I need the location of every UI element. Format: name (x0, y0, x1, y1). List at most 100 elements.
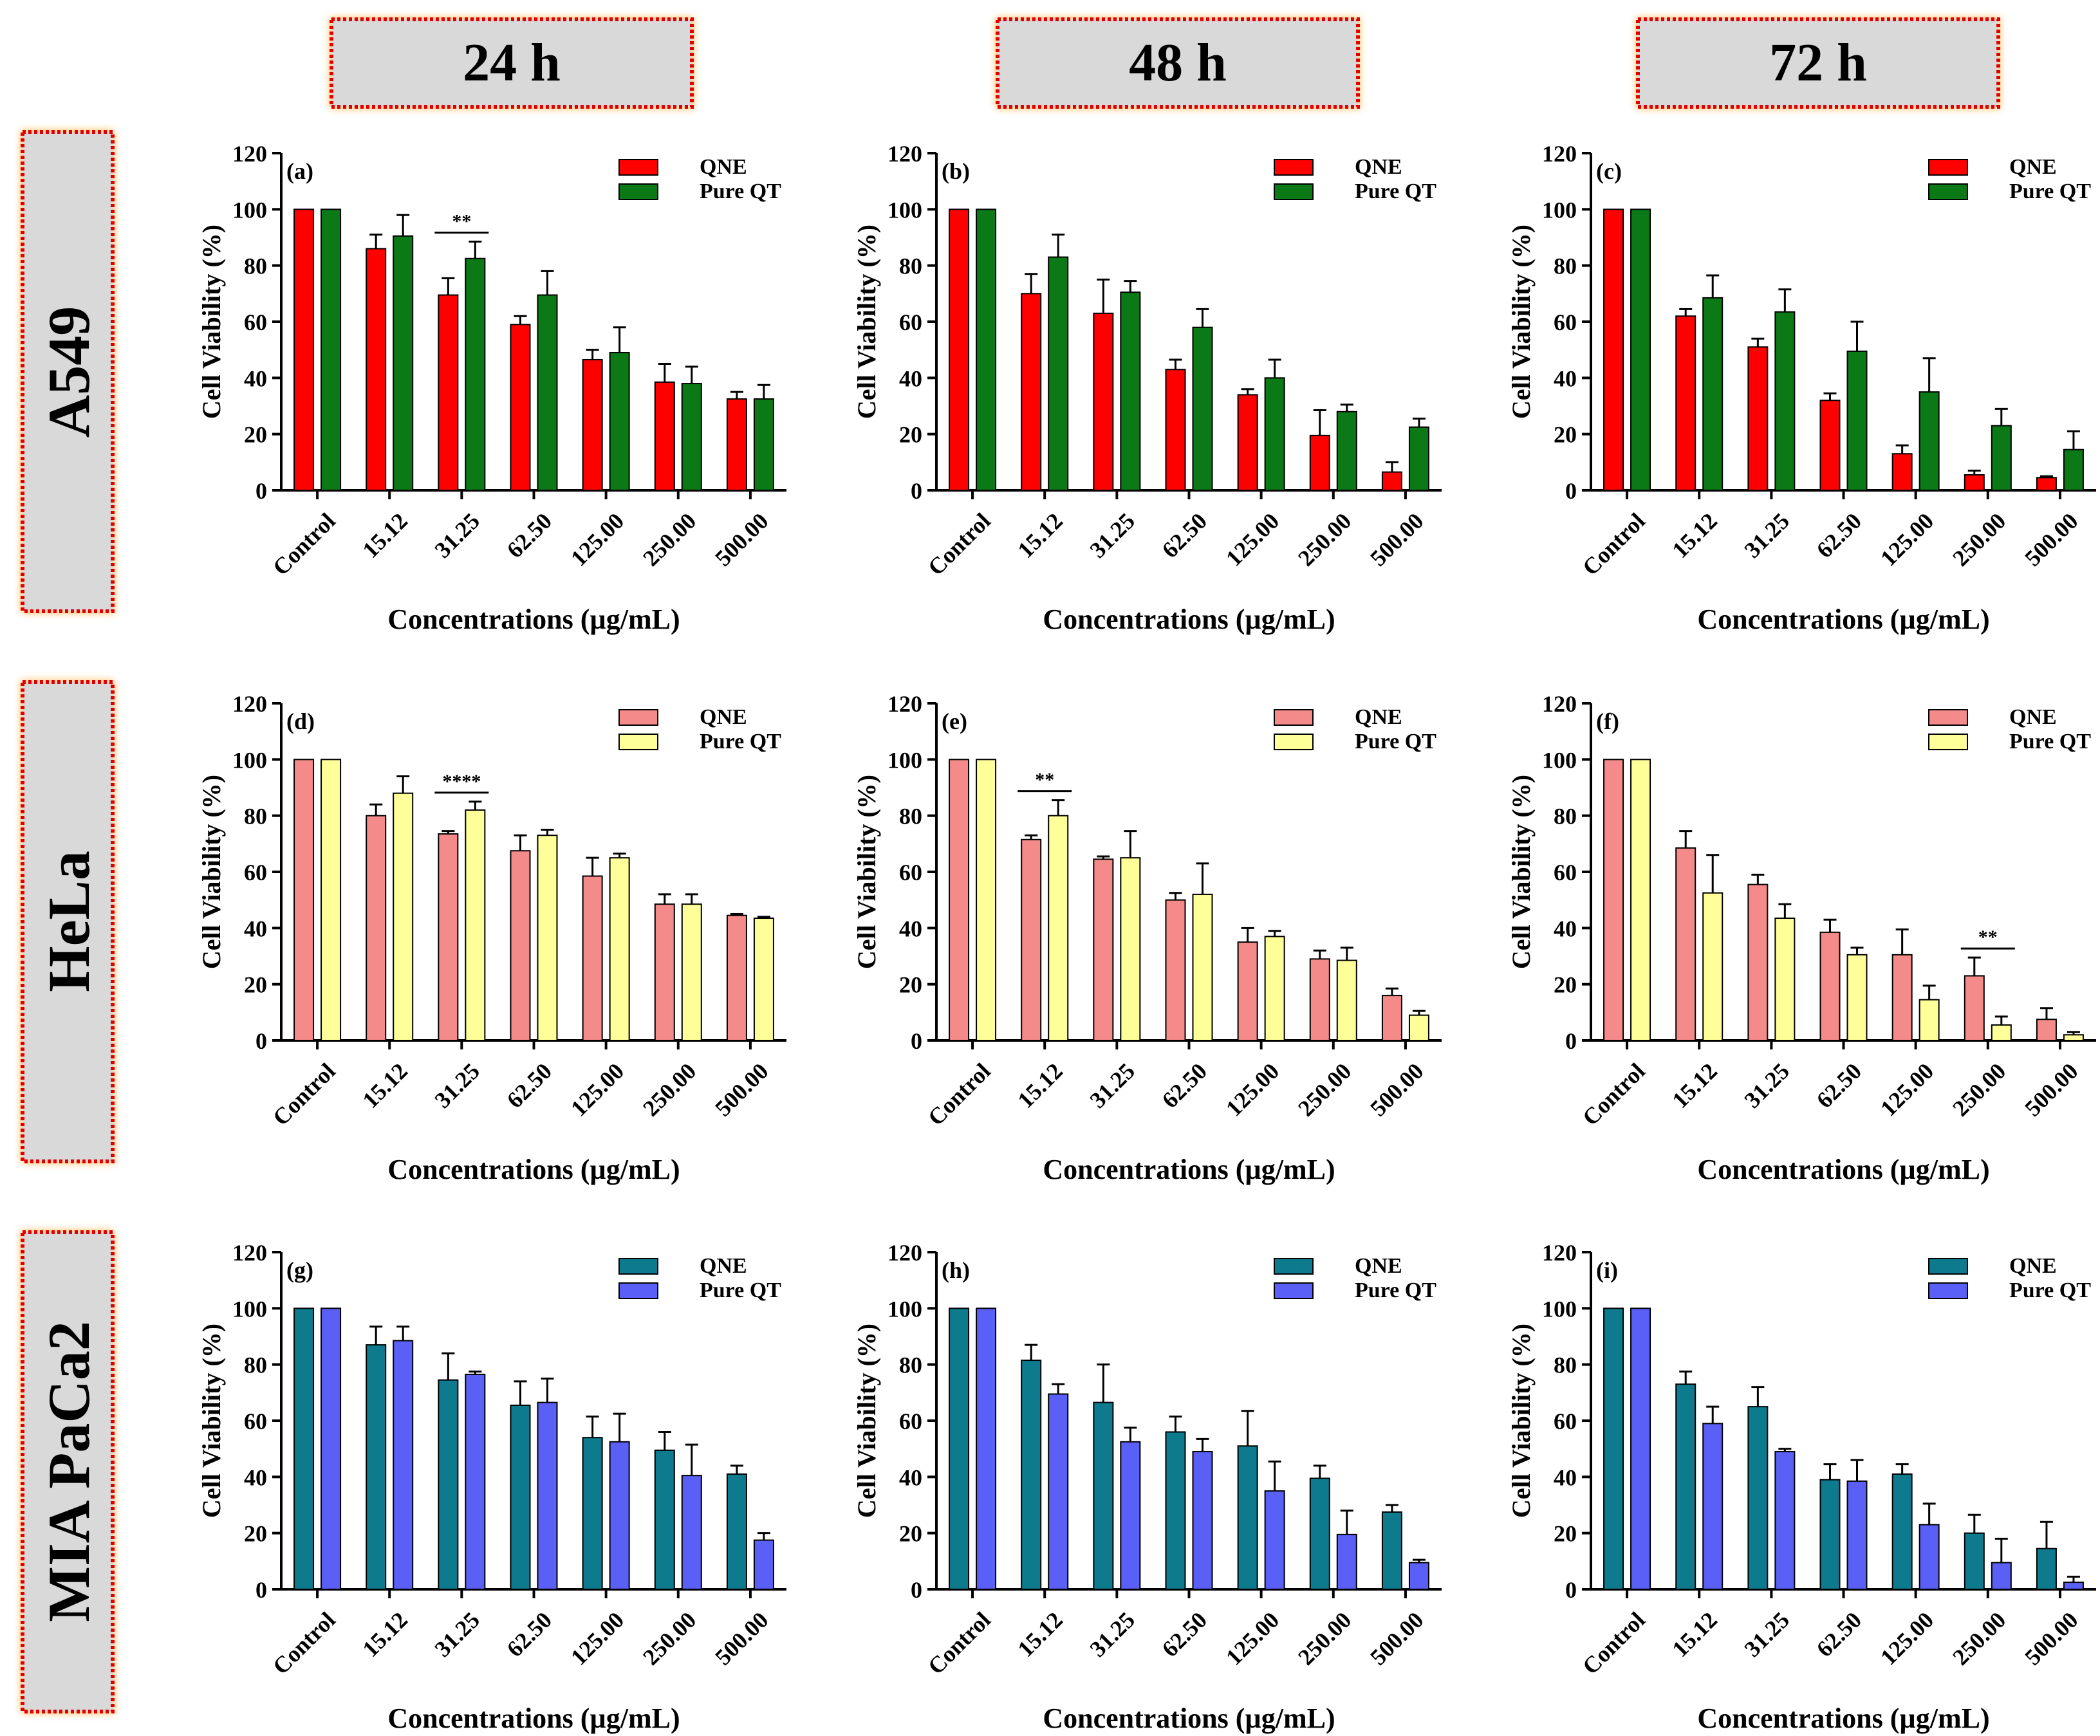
panel-label: (d) (286, 708, 315, 734)
y-tick-label: 80 (1554, 254, 1577, 279)
bar-qne (582, 358, 603, 492)
col-header-72h: 72 h (1636, 17, 2000, 109)
x-tick-label: 125.00 (566, 508, 629, 571)
bar-qne (2036, 477, 2057, 491)
bar-pure-qt (1702, 1423, 1724, 1591)
y-tick-label: 0 (256, 1577, 267, 1603)
legend-swatch-qne (1274, 709, 1314, 726)
x-tick-label: 250.00 (1293, 1058, 1356, 1121)
x-tick-label: Control (923, 1058, 996, 1131)
bar-qne (1675, 1383, 1696, 1591)
bar-qne (1165, 369, 1186, 491)
bar-pure-qt (393, 792, 414, 1041)
bar-pure-qt (1120, 1441, 1141, 1590)
col-header-48h-label: 48 h (1129, 33, 1227, 93)
bar-qne (654, 903, 675, 1042)
legend-swatch-pure-qt (1928, 183, 1968, 200)
legend-label-pure-qt: Pure QT (2009, 180, 2091, 203)
x-tick-label: 62.50 (502, 508, 557, 563)
y-tick-label: 40 (899, 916, 922, 941)
panel-label: (f) (1596, 708, 1619, 734)
panel-label: (h) (942, 1257, 970, 1283)
bar-qne (1819, 931, 1841, 1041)
bar-pure-qt (537, 835, 558, 1041)
legend-label-pure-qt: Pure QT (1355, 1279, 1436, 1302)
legend-label-pure-qt: Pure QT (1355, 180, 1436, 203)
col-header-24h-label: 24 h (463, 33, 561, 93)
bar-qne (1165, 899, 1186, 1041)
legend-label-qne: QNE (700, 1254, 747, 1278)
col-header-24h: 24 h (330, 17, 694, 109)
x-tick-label: 31.25 (429, 508, 485, 563)
chart-panel-i: 0 20 40 60 80 100 120 Cell Viability (%) Concent… (1507, 1240, 2096, 1734)
y-tick-label: 20 (244, 1521, 267, 1547)
bar-qne (1309, 434, 1330, 491)
bar-pure-qt (537, 294, 558, 491)
bar-qne (438, 294, 459, 491)
bar-pure-qt (1120, 857, 1141, 1041)
y-tick-label: 40 (1554, 1464, 1577, 1490)
bar-qne (726, 1473, 747, 1590)
bar-pure-qt (2063, 1034, 2084, 1042)
bar-pure-qt (1774, 918, 1796, 1042)
y-tick-label: 0 (256, 1028, 267, 1054)
y-tick-label: 80 (1554, 804, 1577, 829)
legend-label-pure-qt: Pure QT (1355, 730, 1436, 753)
y-tick-label: 120 (1542, 691, 1577, 717)
x-tick-label: 31.25 (1739, 1058, 1794, 1113)
x-axis-title: Concentrations (µg/mL) (1697, 1703, 1989, 1734)
chart-panel-a: 0 20 40 60 80 100 120 Cell Viability (%) Concent… (197, 141, 786, 635)
y-tick-label: 40 (899, 365, 922, 391)
y-tick-label: 60 (899, 860, 922, 885)
bar-pure-qt (1264, 936, 1285, 1042)
x-axis-title: Concentrations (µg/mL) (1043, 1154, 1335, 1185)
y-tick-label: 100 (232, 197, 267, 223)
x-tick-label: 125.00 (566, 1058, 629, 1121)
x-axis-title: Concentrations (µg/mL) (387, 604, 680, 635)
bar-qne (510, 324, 531, 491)
y-tick-label: 0 (911, 478, 922, 504)
x-tick-label: 250.00 (1947, 508, 2011, 571)
y-tick-label: 20 (899, 422, 922, 448)
x-tick-label: 15.12 (357, 508, 413, 563)
x-tick-label: 15.12 (1667, 1058, 1722, 1113)
legend-swatch-pure-qt (1928, 734, 1968, 750)
x-axis-title: Concentrations (µg/mL) (1697, 1154, 1989, 1185)
bar-qne (1747, 346, 1769, 491)
chart-panel-e: 0 20 40 60 80 100 120 Cell Viability (%) Concent… (852, 691, 1442, 1185)
bar-qne (949, 208, 970, 491)
y-axis-title: Cell Viability (%) (1507, 1324, 1536, 1518)
x-tick-label: 125.00 (1221, 508, 1284, 571)
x-axis-title: Concentrations (µg/mL) (1043, 604, 1335, 635)
y-tick-label: 0 (911, 1577, 922, 1603)
bar-pure-qt (321, 208, 342, 491)
bar-qne (1021, 838, 1042, 1041)
x-tick-label: 62.50 (1812, 1058, 1867, 1113)
bar-pure-qt (1991, 1024, 2012, 1041)
panel-label: (b) (942, 158, 970, 184)
row-header-hela-label: HeLa (36, 851, 102, 992)
y-tick-label: 120 (232, 141, 267, 167)
legend-swatch-qne (1928, 159, 1968, 176)
bar-qne (438, 833, 459, 1042)
y-tick-label: 40 (899, 1464, 922, 1490)
bar-pure-qt (1630, 1307, 1651, 1591)
y-tick-label: 120 (887, 141, 922, 167)
y-axis-title: Cell Viability (%) (1507, 775, 1536, 969)
x-tick-label: 31.25 (1084, 508, 1140, 563)
y-axis-title: Cell Viability (%) (197, 1324, 226, 1518)
x-tick-label: 125.00 (566, 1607, 629, 1670)
y-tick-label: 100 (232, 747, 267, 773)
bar-qne (366, 815, 387, 1041)
x-tick-label: 15.12 (1012, 1607, 1068, 1662)
bar-qne (1381, 1511, 1402, 1591)
bar-pure-qt (1630, 759, 1651, 1042)
chart-panel-d: 0 20 40 60 80 100 120 Cell Viability (%) Concent… (197, 691, 786, 1185)
x-tick-label: 250.00 (1293, 508, 1356, 571)
x-tick-label: Control (1577, 508, 1650, 580)
row-header-a549: A549 (21, 130, 115, 613)
bar-qne (654, 381, 675, 492)
bar-pure-qt (1192, 1451, 1213, 1591)
x-tick-label: 250.00 (638, 1058, 701, 1121)
